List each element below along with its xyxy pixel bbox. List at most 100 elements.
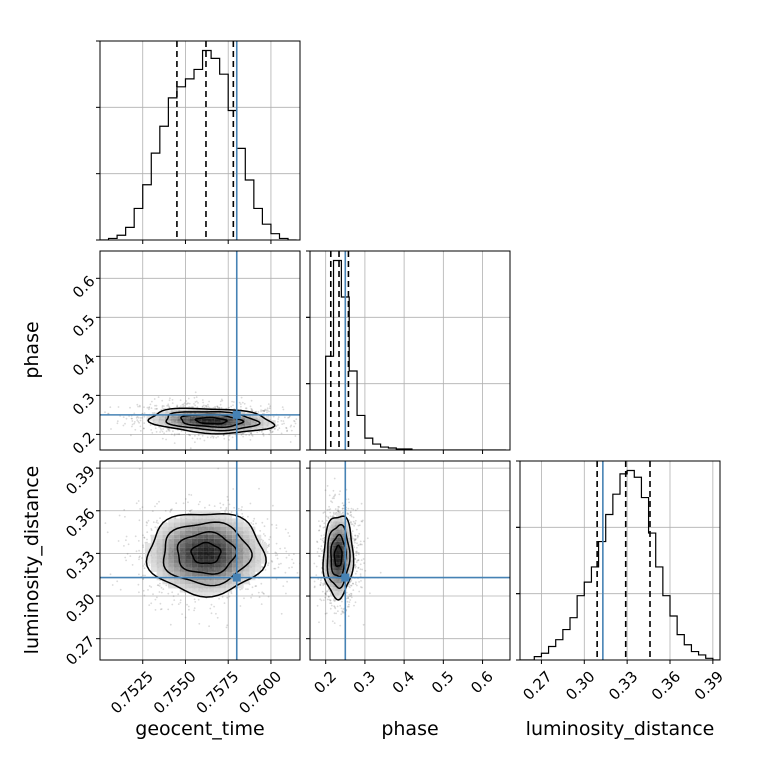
density-cell	[177, 415, 184, 417]
density-cell	[232, 425, 239, 427]
sample-point	[275, 527, 278, 529]
density-cell	[226, 425, 233, 427]
density-cell	[232, 551, 238, 556]
sample-point	[325, 612, 328, 615]
density-cell	[189, 417, 196, 419]
sample-point	[350, 521, 352, 523]
density-cell	[208, 425, 215, 427]
density-cell	[183, 427, 190, 429]
density-cell	[251, 421, 258, 423]
sample-point	[205, 406, 208, 408]
density-cell	[183, 417, 190, 419]
sample-point	[207, 405, 210, 408]
sample-point	[325, 519, 328, 522]
sample-point	[348, 519, 351, 521]
sample-point	[349, 595, 351, 598]
density-cell	[214, 534, 221, 539]
sample-point	[122, 416, 125, 418]
sample-point	[285, 427, 288, 430]
density-cell	[220, 428, 227, 431]
density-cell	[232, 543, 238, 548]
sample-point	[138, 591, 140, 594]
sample-point	[354, 558, 357, 560]
sample-point	[350, 523, 353, 526]
density-cell	[177, 418, 184, 421]
sample-point	[341, 512, 344, 515]
density-cell	[197, 518, 204, 523]
sample-point	[151, 432, 154, 434]
sample-point	[328, 508, 330, 511]
density-cell	[195, 412, 202, 414]
sample-point	[264, 534, 266, 537]
density-cell	[237, 555, 244, 560]
density-cell	[208, 530, 215, 535]
density-cell	[226, 551, 233, 556]
density-cell	[179, 563, 186, 568]
sample-point	[146, 538, 148, 541]
sample-point	[143, 412, 146, 414]
sample-point	[244, 407, 247, 410]
density-cell	[168, 543, 174, 548]
density-cell	[263, 423, 270, 426]
sample-point	[167, 429, 170, 432]
sample-point	[202, 401, 205, 404]
sample-point	[275, 578, 278, 580]
sample-point	[350, 594, 353, 597]
sample-point	[154, 404, 156, 407]
density-cell	[177, 422, 184, 424]
sample-point	[326, 598, 329, 601]
sample-point	[171, 508, 173, 510]
sample-point	[201, 399, 204, 401]
sample-point	[325, 593, 327, 596]
sample-point	[363, 562, 365, 564]
density-cell	[251, 415, 258, 417]
density-cell	[214, 559, 221, 564]
sample-point	[262, 434, 265, 437]
sample-point	[194, 404, 197, 407]
sample-point	[138, 558, 140, 561]
sample-point	[161, 430, 164, 433]
sample-point	[359, 543, 361, 546]
sample-point	[219, 403, 222, 406]
sample-point	[194, 441, 196, 444]
sample-point	[216, 616, 219, 619]
density-cell	[179, 539, 186, 544]
density-cell	[195, 418, 202, 421]
sample-point	[162, 588, 165, 590]
histogram-phase	[310, 251, 507, 450]
density-cell	[261, 555, 267, 560]
density-cell	[191, 539, 198, 544]
sample-point	[277, 429, 279, 431]
sample-point	[326, 485, 329, 487]
density-cell	[238, 425, 245, 427]
sample-point	[171, 603, 174, 606]
sample-point	[349, 599, 352, 601]
density-cell	[174, 518, 180, 523]
sample-point	[226, 495, 229, 498]
density-cell	[174, 563, 180, 568]
density-cell	[208, 522, 215, 527]
density-cell	[189, 430, 196, 432]
sample-point	[164, 510, 167, 512]
histogram-step-phase	[310, 259, 507, 450]
sample-point	[330, 604, 333, 607]
sample-point	[142, 574, 145, 577]
sample-point	[333, 513, 335, 515]
sample-point	[317, 578, 320, 580]
density-cell	[191, 530, 198, 535]
sample-point	[353, 564, 356, 566]
sample-point	[341, 502, 344, 505]
sample-point	[223, 437, 226, 440]
density-cell	[232, 418, 239, 421]
density-cell	[245, 423, 252, 426]
density-cell	[243, 567, 250, 572]
density-cell	[214, 412, 221, 414]
sample-point	[219, 506, 222, 509]
density-cell	[226, 563, 233, 568]
sample-point	[316, 540, 318, 543]
sample-point	[354, 541, 356, 544]
sample-point	[321, 539, 324, 542]
sample-point	[332, 515, 335, 518]
sample-point	[158, 591, 161, 593]
sample-point	[165, 438, 168, 441]
